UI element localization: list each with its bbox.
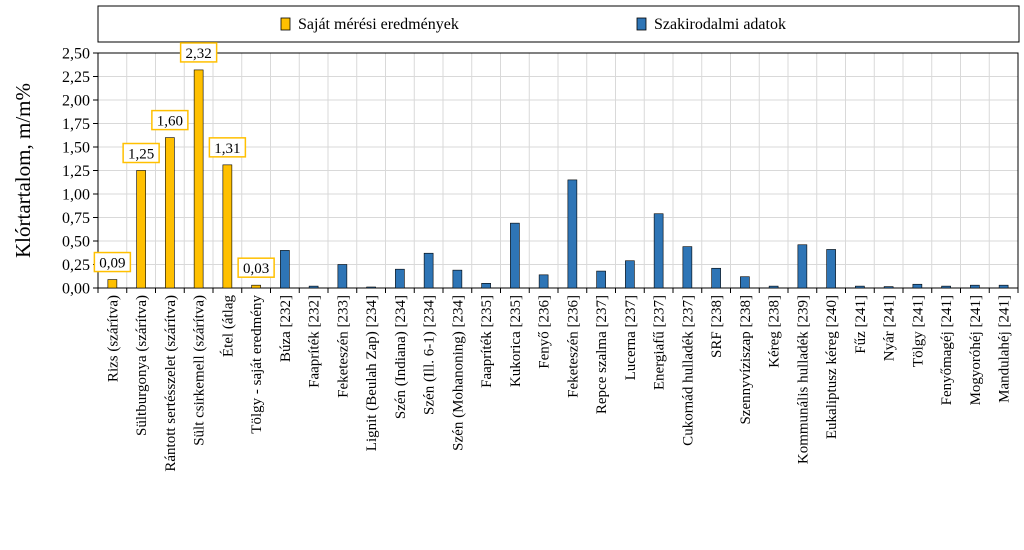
legend-swatch-1	[280, 17, 291, 31]
x-tick-label: Repce szalma [237]	[594, 295, 610, 414]
bar	[308, 285, 319, 289]
data-label-box	[122, 142, 160, 164]
x-tick-label: Kommunális hulladék [239]	[795, 295, 811, 464]
x-tick-label: Tölgy [241]	[910, 295, 926, 367]
data-label: 0,09	[99, 256, 125, 272]
bar	[941, 285, 951, 289]
y-tick-label: 2,50	[62, 46, 90, 63]
x-tick-label: Tölgy - saját eredmény	[249, 295, 265, 434]
bar	[740, 276, 750, 289]
legend-box	[97, 5, 1020, 43]
bar	[567, 179, 578, 289]
data-label-box	[179, 42, 218, 63]
y-tick-label: 1,75	[62, 116, 90, 133]
bar	[165, 137, 175, 289]
bar	[337, 264, 348, 289]
data-label: 0,03	[243, 261, 269, 277]
bar	[912, 283, 923, 289]
bar	[481, 282, 491, 289]
y-tick-label: 1,00	[62, 187, 90, 204]
x-tick-label: Mogyoróhéj [241]	[968, 295, 984, 405]
bar	[193, 69, 204, 289]
y-tick-label: 1,25	[62, 163, 90, 180]
x-tick-label: Szennyvíziszap [238]	[738, 295, 754, 425]
x-tick-label: Rántott sertésszelet (szárítva)	[163, 295, 179, 472]
y-tick-label: 0,50	[62, 234, 90, 251]
x-tick-label: Feketeszén [236]	[565, 295, 581, 398]
bar	[538, 274, 549, 289]
x-tick-label: Fenyő [236]	[537, 295, 553, 369]
y-tick-label: 1,50	[62, 140, 90, 157]
data-label: 2,32	[186, 46, 212, 62]
legend-swatch-2	[636, 17, 647, 31]
data-label-box	[151, 109, 189, 131]
x-tick-label: Cukornád hulladék [237]	[680, 295, 696, 446]
x-tick-label: Kéreg [238]	[767, 295, 783, 368]
x-tick-label: Feketeszén [233]	[335, 295, 351, 398]
y-tick-label: 0,00	[62, 281, 90, 298]
bar	[423, 252, 434, 289]
plot-area: 0,00 0,25 0,50 0,75 1,00 1,25 1,50 1,75 2,00 2,25…	[11, 42, 1019, 472]
y-tick-label: 2,25	[62, 69, 90, 86]
bar	[653, 213, 664, 289]
x-tick-label: Nyár [241]	[882, 295, 898, 361]
legend-label-2: Szakirodalmi adatok	[654, 16, 786, 33]
y-tick-label: 0,75	[62, 210, 90, 227]
x-tick-label: Mandulahéj [241]	[997, 295, 1013, 403]
y-tick-label: 0,25	[62, 257, 90, 274]
bar	[826, 249, 836, 289]
data-label: 1,31	[214, 141, 240, 157]
bar	[998, 284, 1009, 289]
bar	[222, 164, 233, 289]
bar	[510, 222, 520, 289]
bar	[251, 284, 261, 289]
x-tick-label: Szén (Indiana) [234]	[393, 295, 409, 419]
bar	[136, 170, 146, 289]
bar	[395, 268, 405, 289]
bar	[280, 250, 290, 289]
x-tick-label: Lignit (Beulah Zap) [234]	[364, 295, 380, 451]
bar	[107, 279, 118, 289]
y-tick-label: 2,00	[62, 93, 90, 110]
y-axis-label: Klórtartalom, m/m%	[11, 83, 35, 258]
bar	[711, 267, 721, 289]
bar	[682, 246, 693, 289]
data-label-box	[93, 251, 132, 273]
x-tick-label: Búza [232]	[278, 295, 294, 362]
x-tick-label: Szén (Ill. 6-1) [234]	[422, 295, 438, 415]
x-tick-label: Eukaliptusz kéreg [240]	[824, 295, 840, 439]
data-label: 1,60	[157, 114, 183, 130]
x-tick-label: Fűz [241]	[853, 295, 869, 354]
x-tick-label: Rizs (szárítva)	[105, 295, 121, 382]
legend-label-1: Saját mérési eredmények	[298, 16, 459, 33]
bar	[855, 285, 865, 289]
bar	[596, 270, 606, 289]
bar	[883, 286, 894, 289]
x-tick-label: Faapríték [232]	[307, 295, 323, 388]
x-tick-label: SRF [238]	[709, 295, 725, 358]
x-tick-label: Fenyőmagéj [241]	[939, 295, 955, 405]
x-tick-label: Energiafű [237]	[652, 295, 668, 390]
x-tick-label: Sültburgonya (szárítva)	[134, 295, 150, 436]
bar	[452, 269, 463, 289]
x-tick-label: Étel (átlag	[219, 295, 236, 358]
bar	[768, 285, 779, 289]
data-label-box	[237, 257, 275, 278]
x-tick-label: Faapríték [235]	[479, 295, 495, 388]
bar	[797, 244, 808, 289]
x-tick-label: Sült csirkemell (szárítva)	[192, 295, 208, 446]
x-tick-label: Lucerna [237]	[623, 295, 639, 380]
bar	[625, 260, 635, 289]
x-tick-label: Kukorica [235]	[508, 295, 524, 387]
data-label-box	[208, 137, 247, 158]
bar	[366, 286, 376, 289]
legend: Saját mérési eredmények Szakirodalmi adat…	[97, 5, 1020, 43]
data-label: 1,25	[128, 147, 154, 163]
x-tick-label: Szén (Mohanoning) [234]	[450, 295, 466, 451]
bar	[970, 284, 980, 289]
